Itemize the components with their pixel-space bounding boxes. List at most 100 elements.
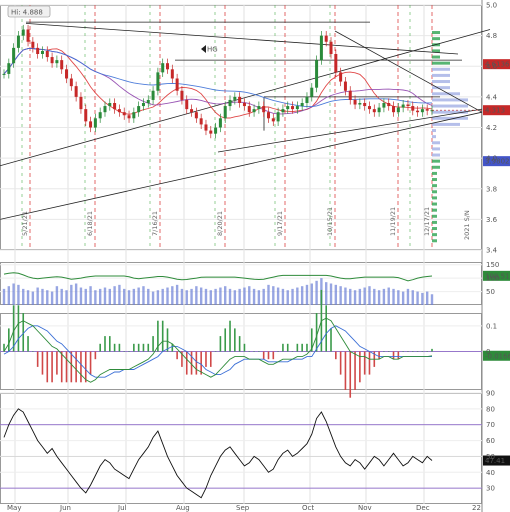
macd-histogram-bar <box>56 351 58 375</box>
candle-body <box>291 106 295 110</box>
macd-histogram-bar <box>296 343 299 352</box>
x-tick-label: 22 <box>472 504 481 512</box>
macd-histogram-bar <box>238 336 241 352</box>
candle-body <box>166 63 170 70</box>
candle-body <box>89 121 93 128</box>
candle-body <box>305 96 309 103</box>
macd-histogram-bar <box>157 320 159 352</box>
macd-histogram-bar <box>301 343 303 352</box>
candle-body <box>60 60 64 70</box>
volume-bar <box>387 287 390 305</box>
profile-low-tag-box <box>483 156 510 167</box>
candle-body <box>392 106 396 113</box>
macd-histogram-bar <box>258 351 260 352</box>
triangle-support-line <box>217 108 483 153</box>
candle-body <box>319 35 323 61</box>
macd-histogram-bar <box>133 343 135 352</box>
candle-body <box>310 87 314 97</box>
profile-high-tag-box <box>483 59 510 70</box>
macd-histogram-bar <box>431 348 433 352</box>
volume-profile-bar <box>432 86 450 90</box>
date-marker-label: 11/19/21 <box>389 207 397 236</box>
candle-body <box>84 109 88 122</box>
macd-histogram-bar <box>330 328 332 352</box>
candle-body <box>146 99 150 103</box>
macd-histogram-bar <box>205 351 207 367</box>
profile-high-tag: 4.6136 <box>485 61 510 69</box>
candle-body <box>242 103 246 107</box>
rsi-y-tick: 90 <box>486 390 495 398</box>
date-marker-label: 5/21/21 <box>21 211 29 236</box>
x-tick-label: Jun <box>59 504 71 512</box>
volume-bar <box>291 288 294 305</box>
candle-body <box>40 50 44 54</box>
volume-profile-bar <box>432 202 437 206</box>
volume-bar <box>132 288 136 305</box>
candle-body <box>295 106 299 110</box>
macd-histogram-bar <box>272 351 275 360</box>
macd-histogram-bar <box>70 351 73 383</box>
long-support-line <box>0 111 483 220</box>
macd-histogram-bar <box>12 305 15 352</box>
candle-body <box>387 103 391 107</box>
volume-profile-bar <box>432 184 437 188</box>
candle-body <box>69 78 73 87</box>
candle-body <box>12 47 16 64</box>
volume-bar <box>368 286 371 305</box>
macd-histogram-bar <box>94 351 97 360</box>
volume-bar <box>161 288 164 305</box>
candle-body <box>55 60 59 64</box>
macd-histogram-bar <box>416 351 419 352</box>
volume-bar <box>276 287 280 305</box>
volume-profile-bar <box>432 49 440 53</box>
candle-body <box>315 60 319 88</box>
volume-bar <box>84 288 87 305</box>
volume-bar <box>79 287 83 305</box>
volume-last-box <box>483 270 510 281</box>
x-tick-label: May <box>7 504 21 512</box>
volume-bar <box>243 287 246 305</box>
candle-body <box>228 99 232 107</box>
hi-label-box <box>7 5 51 18</box>
macd-histogram-bar <box>27 336 29 352</box>
macd-histogram-bar <box>190 351 193 375</box>
volume-profile-bar <box>432 80 450 84</box>
macd-histogram-bar <box>108 336 111 352</box>
volume-profile-bar <box>432 122 460 126</box>
macd-histogram-bar <box>354 351 356 390</box>
candle-body <box>382 103 386 108</box>
hi-label: Hi: 4.888 <box>11 9 43 17</box>
macd-histogram-bar <box>41 351 44 375</box>
macd-histogram-bar <box>253 351 255 352</box>
volume-bar <box>281 288 285 305</box>
volume-bar <box>430 294 434 305</box>
volume-bar <box>425 291 429 305</box>
candle-body <box>348 90 352 100</box>
candle-body <box>276 112 280 122</box>
volume-profile-bar <box>432 239 437 243</box>
candle-body <box>406 104 410 107</box>
volume-bar <box>195 286 198 305</box>
volume-bar <box>349 288 352 305</box>
volume-bar <box>199 287 203 305</box>
volume-bar <box>248 286 251 305</box>
volume-bar <box>363 287 366 305</box>
volume-profile-bar <box>432 147 440 151</box>
profile-low-tag: 3.9802 <box>485 158 510 166</box>
date-marker-label: 10/15/21 <box>326 207 334 236</box>
macd-histogram-bar <box>161 320 164 352</box>
price-y-tick: 4.8 <box>486 32 497 40</box>
macd-histogram-bar <box>234 328 236 352</box>
volume-profile-bar <box>432 233 437 237</box>
volume-bar <box>7 286 11 305</box>
macd-histogram-bar <box>421 351 424 352</box>
macd-histogram-bar <box>185 351 188 375</box>
volume-y-tick: 150 <box>486 261 499 269</box>
price-y-tick: 3.6 <box>486 216 498 224</box>
macd-histogram-bar <box>224 328 227 352</box>
volume-bar <box>89 286 92 305</box>
volume-bar <box>41 288 44 305</box>
candle-body <box>108 103 112 107</box>
macd-histogram-bar <box>142 343 145 352</box>
